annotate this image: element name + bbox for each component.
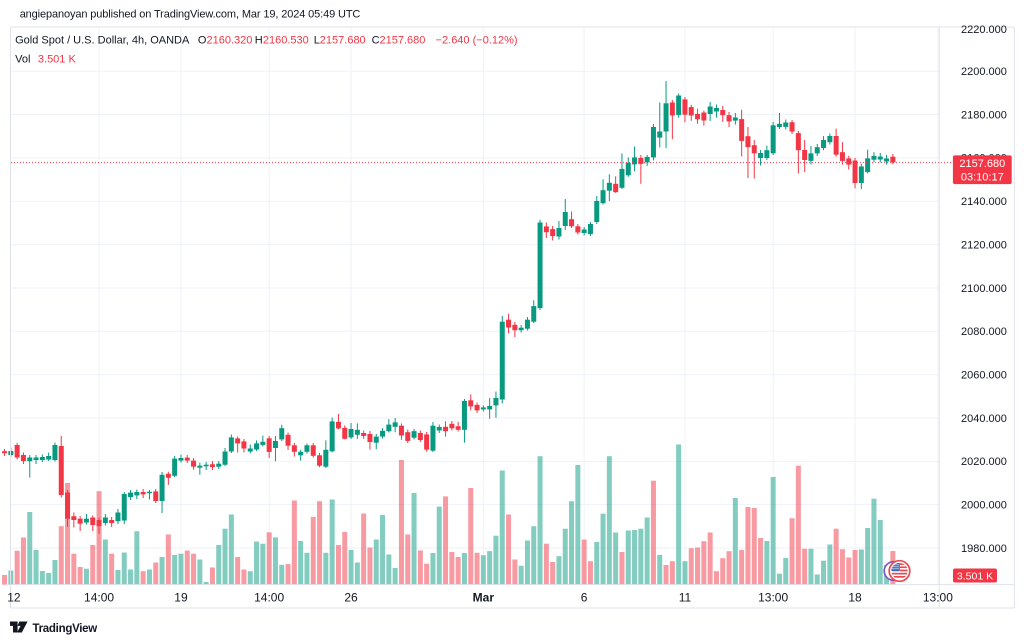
svg-text:2200.000: 2200.000 xyxy=(961,66,1007,78)
svg-text:O: O xyxy=(198,35,207,47)
svg-text:18: 18 xyxy=(848,591,862,605)
svg-text:2180.000: 2180.000 xyxy=(961,109,1007,121)
svg-text:13:00: 13:00 xyxy=(923,591,953,605)
svg-text:6: 6 xyxy=(581,591,588,605)
svg-text:2000.000: 2000.000 xyxy=(961,499,1007,511)
svg-text:2160.530: 2160.530 xyxy=(263,35,309,47)
svg-text:angiepanoyan published on Trad: angiepanoyan published on TradingView.co… xyxy=(20,9,361,21)
svg-text:26: 26 xyxy=(344,591,358,605)
svg-text:19: 19 xyxy=(174,591,188,605)
svg-text:2140.000: 2140.000 xyxy=(961,196,1007,208)
svg-text:H: H xyxy=(255,35,263,47)
svg-text:2020.000: 2020.000 xyxy=(961,456,1007,468)
svg-text:−2.640 (−0.12%): −2.640 (−0.12%) xyxy=(436,35,518,47)
svg-text:2060.000: 2060.000 xyxy=(961,370,1007,382)
svg-text:14:00: 14:00 xyxy=(84,591,114,605)
svg-text:3.501 K: 3.501 K xyxy=(38,54,77,66)
svg-text:Mar: Mar xyxy=(473,591,495,605)
svg-text:C: C xyxy=(372,35,380,47)
svg-text:1980.000: 1980.000 xyxy=(961,543,1007,555)
svg-text:13:00: 13:00 xyxy=(758,591,788,605)
svg-text:12: 12 xyxy=(7,591,21,605)
svg-text:2100.000: 2100.000 xyxy=(961,283,1007,295)
svg-text:3.501 K: 3.501 K xyxy=(957,570,993,582)
svg-text:TradingView: TradingView xyxy=(33,623,98,635)
svg-text:2160.320: 2160.320 xyxy=(207,35,253,47)
svg-text:2157.680: 2157.680 xyxy=(380,35,426,47)
svg-text:Vol: Vol xyxy=(15,54,30,66)
svg-text:2157.680: 2157.680 xyxy=(320,35,366,47)
svg-text:2157.680: 2157.680 xyxy=(959,158,1005,170)
svg-text:2040.000: 2040.000 xyxy=(961,413,1007,425)
svg-text:Gold Spot / U.S. Dollar, 4h, O: Gold Spot / U.S. Dollar, 4h, OANDA xyxy=(15,35,190,47)
svg-text:2080.000: 2080.000 xyxy=(961,326,1007,338)
svg-text:L: L xyxy=(314,35,320,47)
svg-text:03:10:17: 03:10:17 xyxy=(961,172,1004,184)
svg-text:2220.000: 2220.000 xyxy=(961,24,1007,36)
svg-text:11: 11 xyxy=(679,591,692,605)
svg-text:14:00: 14:00 xyxy=(254,591,284,605)
svg-text:2120.000: 2120.000 xyxy=(961,239,1007,251)
